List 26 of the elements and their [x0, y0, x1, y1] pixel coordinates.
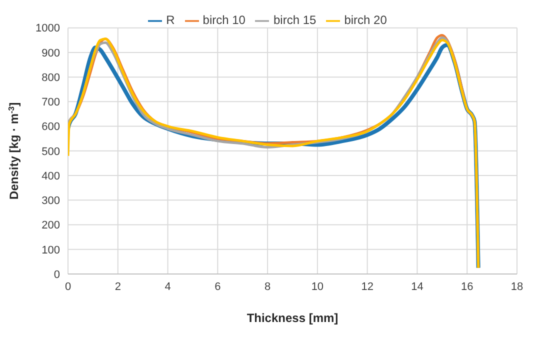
legend-label: birch 10 — [202, 13, 246, 27]
y-tick-label: 600 — [42, 121, 60, 134]
x-tick-label: 18 — [510, 280, 524, 293]
y-tick-label: 800 — [42, 72, 60, 84]
y-tick-label: 0 — [54, 268, 60, 281]
x-tick-label: 0 — [64, 280, 72, 293]
x-tick-label: 6 — [214, 280, 221, 293]
x-tick-label: 8 — [264, 280, 271, 293]
y-tick-label: 900 — [42, 47, 60, 60]
x-tick-label: 14 — [411, 280, 424, 293]
y-tick-label: 100 — [42, 244, 60, 256]
legend-label: R — [166, 13, 175, 27]
legend-label: birch 20 — [344, 13, 387, 27]
x-tick-label: 10 — [311, 280, 324, 293]
legend-label: birch 15 — [273, 13, 316, 27]
y-tick-label: 700 — [42, 96, 60, 109]
y-tick-label: 1000 — [36, 22, 60, 35]
x-axis-title: Thickness [mm] — [246, 311, 338, 325]
y-tick-label: 300 — [42, 195, 60, 208]
x-tick-label: 2 — [114, 280, 121, 293]
x-tick-label: 4 — [164, 280, 171, 293]
x-tick-label: 16 — [460, 280, 474, 293]
y-tick-label: 200 — [42, 220, 60, 232]
x-tick-label: 12 — [361, 280, 374, 293]
y-tick-label: 400 — [42, 170, 60, 182]
y-tick-label: 500 — [42, 146, 60, 158]
